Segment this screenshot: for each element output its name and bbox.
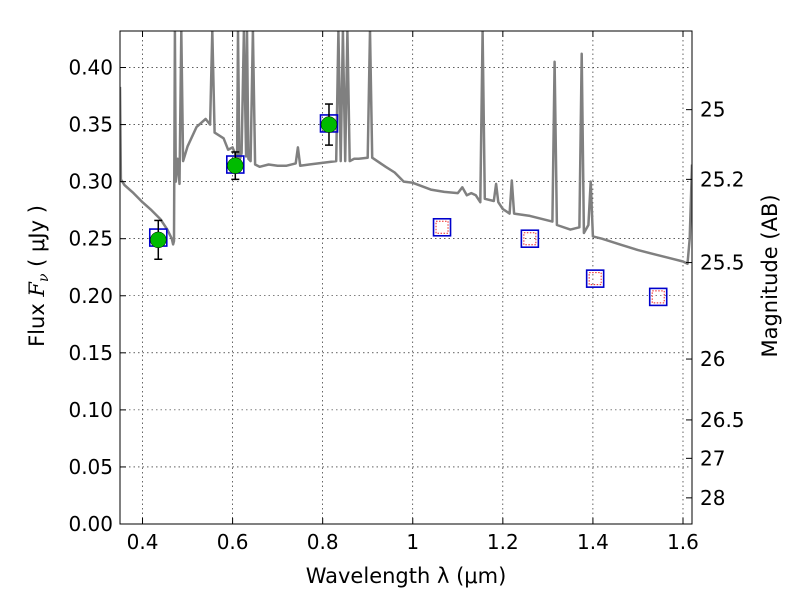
y-tick-label: 0.20 bbox=[68, 284, 113, 308]
mag-tick-label: 25.5 bbox=[700, 251, 745, 275]
axis-ticks: 0.4 0.6 0.8 1 1.2 1.4 1.6 0.00 0.05 0.10 0.15 0.20 0… bbox=[68, 31, 745, 554]
x-tick-label: 1.6 bbox=[667, 530, 699, 554]
grid-lines bbox=[120, 31, 692, 525]
green-circle-marker bbox=[227, 157, 244, 174]
blue-square-marker bbox=[520, 229, 540, 248]
mag-tick-label: 25.2 bbox=[700, 167, 745, 191]
y-tick-label: 0.00 bbox=[68, 512, 113, 536]
spectrum-line bbox=[120, 31, 692, 266]
red-square-marker bbox=[523, 232, 537, 246]
y-tick-label: 0.15 bbox=[68, 341, 113, 365]
mag-tick-label: 25 bbox=[700, 98, 725, 122]
y-tick-label: 0.05 bbox=[68, 455, 113, 479]
y-axis-label-suffix: ( μJy ) bbox=[25, 205, 49, 273]
mag-tick-label: 26 bbox=[700, 347, 725, 371]
mag-tick-label: 28 bbox=[700, 486, 725, 510]
y-axis-label-subscript: ν bbox=[36, 273, 52, 282]
y-axis-label-symbol: F bbox=[25, 281, 49, 298]
green-circle-marker bbox=[150, 231, 167, 249]
x-tick-label: 0.8 bbox=[307, 530, 339, 554]
red-square-marker bbox=[588, 272, 602, 286]
y-tick-label: 0.30 bbox=[68, 170, 113, 194]
green-circle-marker bbox=[320, 116, 338, 133]
blue-square-marker bbox=[648, 287, 668, 307]
plot-frame bbox=[119, 30, 693, 525]
y-tick-label: 0.40 bbox=[68, 56, 113, 80]
blue-square-marker bbox=[432, 217, 452, 237]
x-tick-label: 0.4 bbox=[127, 530, 159, 554]
x-tick-label: 0.6 bbox=[217, 530, 249, 554]
mag-tick-label: 26.5 bbox=[700, 408, 745, 432]
photometry-markers bbox=[148, 103, 668, 307]
model-spectrum-series bbox=[120, 31, 692, 266]
mag-tick-label: 27 bbox=[700, 446, 725, 470]
x-tick-label: 1.2 bbox=[487, 530, 519, 554]
x-tick-label: 1 bbox=[406, 530, 419, 554]
x-axis-label: Wavelength λ (μm) bbox=[306, 564, 507, 588]
y-tick-label: 0.35 bbox=[68, 113, 113, 137]
y-tick-label: 0.25 bbox=[68, 227, 113, 251]
y-axis-label: Flux Fν ( μJy ) bbox=[25, 205, 52, 347]
red-square-marker bbox=[435, 220, 449, 234]
red-square-marker bbox=[651, 290, 665, 304]
x-tick-label: 1.4 bbox=[577, 530, 609, 554]
y-axis-label-prefix: Flux bbox=[25, 297, 49, 347]
right-axis-label: Magnitude (AB) bbox=[758, 194, 782, 357]
y-tick-label: 0.10 bbox=[68, 398, 113, 422]
blue-square-marker bbox=[585, 269, 605, 288]
